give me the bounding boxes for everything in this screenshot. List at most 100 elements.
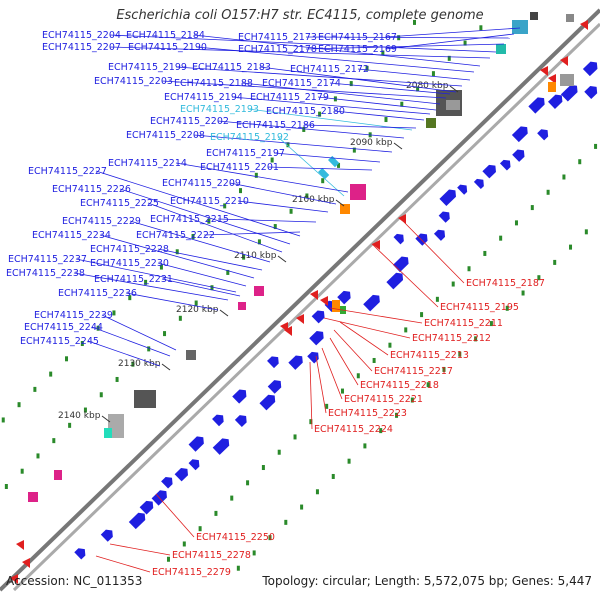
gene-label[interactable]: ECH74115_2250 [196,532,275,543]
gene-label[interactable]: ECH74115_2169 [318,44,397,55]
reverse-gene-arrow [280,322,288,332]
gene-label[interactable]: ECH74115_2213 [390,350,469,361]
gene-label[interactable]: ECH74115_2201 [200,162,279,173]
gene-label[interactable]: ECH74115_2238 [6,268,85,279]
gene-label[interactable]: ECH74115_2215 [150,214,229,225]
gene-label[interactable]: ECH74115_2234 [32,230,111,241]
gene-label[interactable]: ECH74115_2211 [424,318,503,329]
gene-label[interactable]: ECH74115_2231 [94,274,173,285]
gc-dot [458,351,462,357]
gc-dot [230,495,234,501]
gene-label[interactable]: ECH74115_2179 [250,92,329,103]
forward-gene-arrow [337,290,351,305]
gene-label[interactable]: ECH74115_2212 [412,333,491,344]
gene-label[interactable]: ECH74115_2167 [318,32,397,43]
gene-label[interactable]: ECH74115_2178 [238,44,317,55]
gene-label[interactable]: ECH74115_2221 [344,394,423,405]
gene-label-leader [339,321,389,356]
gene-label[interactable]: ECH74115_2227 [28,166,107,177]
gc-dot [236,565,240,571]
gene-label[interactable]: ECH74115_2222 [136,230,215,241]
gene-label[interactable]: ECH74115_2245 [20,336,99,347]
reverse-gene-arrow [320,296,328,306]
gene-label[interactable]: ECH74115_2195 [440,302,519,313]
gene-label[interactable]: ECH74115_2173 [238,32,317,43]
gene-label[interactable]: ECH74115_2218 [360,380,439,391]
gene-label[interactable]: ECH74115_2226 [52,184,131,195]
gene-label-leader [109,46,491,59]
feature-box [134,390,156,408]
gc-dot [562,174,566,180]
gene-label-leader [193,34,481,67]
topology-text: Topology: circular; Length: 5,572,075 bp… [262,574,592,588]
gene-label[interactable]: ECH74115_2209 [162,178,241,189]
gc-dot [246,480,250,486]
gene-label[interactable]: ECH74115_2239 [34,310,113,321]
gc-dot [210,285,214,291]
gene-label-leader [241,82,441,105]
gene-label[interactable]: ECH74115_2237 [8,254,87,265]
gene-label[interactable]: ECH74115_2188 [174,78,253,89]
gene-label[interactable]: ECH74115_2203 [94,76,173,87]
gene-label[interactable]: ECH74115_2224 [314,424,393,435]
gc-dot [261,465,265,471]
forward-gene-arrow [288,355,303,370]
gene-label[interactable]: ECH74115_2190 [128,42,207,53]
feature-box [530,12,538,20]
gene-label[interactable]: ECH74115_2197 [206,148,285,159]
gc-dot [20,468,24,474]
gene-label[interactable]: ECH74115_2199 [108,62,187,73]
gene-label[interactable]: ECH74115_2208 [126,130,205,141]
forward-gene-arrow [267,356,279,369]
gene-label-leader [99,234,255,279]
gene-label[interactable]: ECH74115_2180 [266,106,345,117]
gene-label[interactable]: ECH74115_2204 [42,30,121,41]
gene-label-leader [231,96,431,115]
reverse-gene-arrow [296,314,304,324]
gene-label[interactable]: ECH74115_2186 [236,120,315,131]
gene-label[interactable]: ECH74115_2244 [24,322,103,333]
gene-label[interactable]: ECH74115_2279 [152,567,231,578]
gene-label[interactable]: ECH74115_2229 [62,216,141,227]
gene-label[interactable]: ECH74115_2210 [170,196,249,207]
gene-label[interactable]: ECH74115_2207 [42,42,121,53]
forward-gene-arrow [259,394,276,411]
gene-label[interactable]: ECH74115_2172 [290,64,369,75]
gene-label[interactable]: ECH74115_2194 [164,92,243,103]
gene-label[interactable]: ECH74115_2202 [150,116,229,127]
gc-dot [239,188,243,194]
gc-dot [514,220,518,226]
gc-dot [447,55,451,61]
gene-label-leader [277,136,345,197]
gene-label[interactable]: ECH74115_2217 [374,366,453,377]
gene-label[interactable]: ECH74115_2192 [210,132,289,143]
gene-label[interactable]: ECH74115_2228 [90,244,169,255]
kbp-label: 2120 kbp [176,305,219,315]
gene-label[interactable]: ECH74115_2236 [58,288,137,299]
forward-gene-arrow [139,500,154,515]
gene-label-leader [95,555,151,573]
gene-label-leader [195,46,475,73]
gene-label[interactable]: ECH74115_2230 [90,258,169,269]
forward-gene-arrow [363,294,380,312]
top-label-leaders [73,27,521,367]
gene-label[interactable]: ECH74115_2183 [192,62,271,73]
gene-label[interactable]: ECH74115_2225 [80,198,159,209]
gene-label[interactable]: ECH74115_2223 [328,408,407,419]
gene-label-leader [95,170,301,237]
gene-label-leader [317,96,437,111]
gene-label[interactable]: ECH74115_2174 [262,78,341,89]
gene-label[interactable]: ECH74115_2278 [172,550,251,561]
gc-dot [270,157,274,163]
gene-label[interactable]: ECH74115_2184 [126,30,205,41]
gene-label[interactable]: ECH74115_2187 [466,278,545,289]
gc-dot [147,346,151,352]
forward-gene-arrow [439,189,456,207]
feature-box [496,44,506,54]
gene-label[interactable]: ECH74115_2214 [108,158,187,169]
reverse-gene-arrow [560,56,568,66]
gene-label[interactable]: ECH74115_2193 [180,104,259,115]
gc-dot [356,373,360,379]
forward-gene-arrow [212,438,230,455]
